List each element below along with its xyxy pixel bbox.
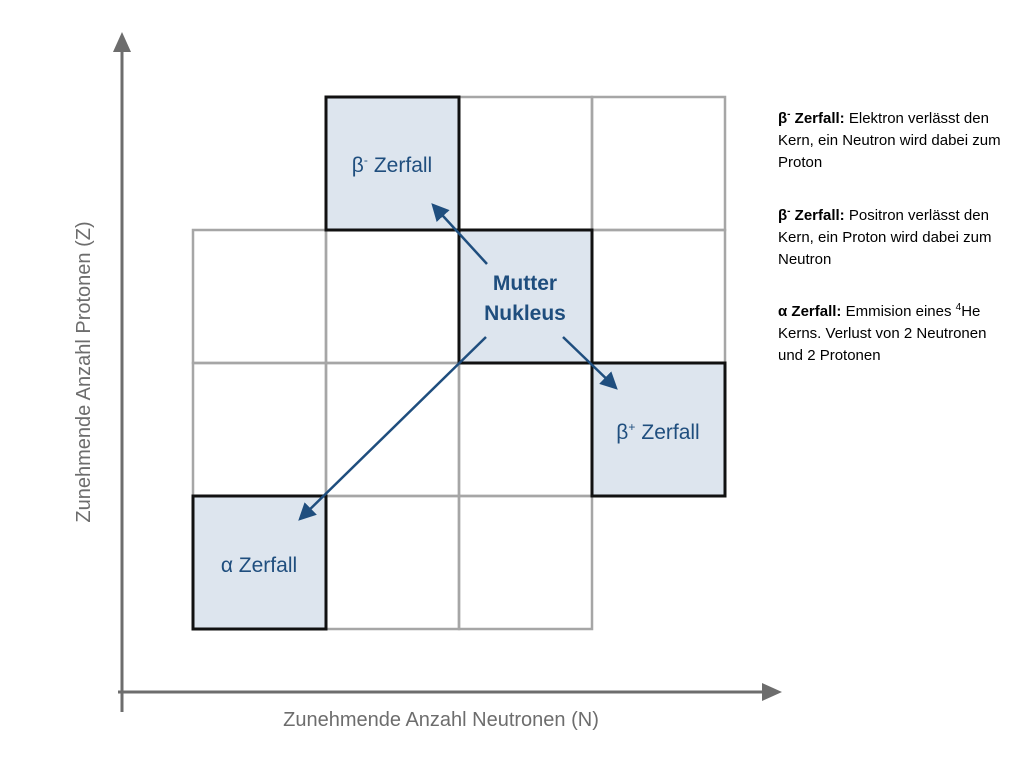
- y-axis-arrowhead: [113, 32, 131, 52]
- legend-positron: β- Zerfall: Positron verlässt den Kern, …: [778, 206, 992, 268]
- arrow-to-beta-plus: [562, 336, 618, 390]
- label-beta-minus: β- Zerfall: [352, 153, 432, 177]
- legend-beta-minus: β- Zerfall: Elektron verlässt den Kern, …: [778, 109, 1001, 171]
- label-mother-line2: Nukleus: [484, 302, 566, 325]
- label-mother-line1: Mutter: [493, 272, 557, 295]
- highlight-borders: [191, 95, 727, 631]
- y-axis-label: Zunehmende Anzahl Protonen (Z): [73, 221, 95, 522]
- x-axis-arrowhead: [762, 683, 782, 701]
- legend-alpha: α Zerfall: Emmision eines 4He Kerns. Ver…: [778, 302, 987, 364]
- x-axis-label: Zunehmende Anzahl Neutronen (N): [283, 709, 599, 731]
- arrow-to-alpha: [298, 336, 487, 521]
- arrow-to-beta-minus: [431, 203, 488, 265]
- label-alpha: α Zerfall: [221, 554, 297, 577]
- label-beta-plus: β+ Zerfall: [616, 420, 699, 444]
